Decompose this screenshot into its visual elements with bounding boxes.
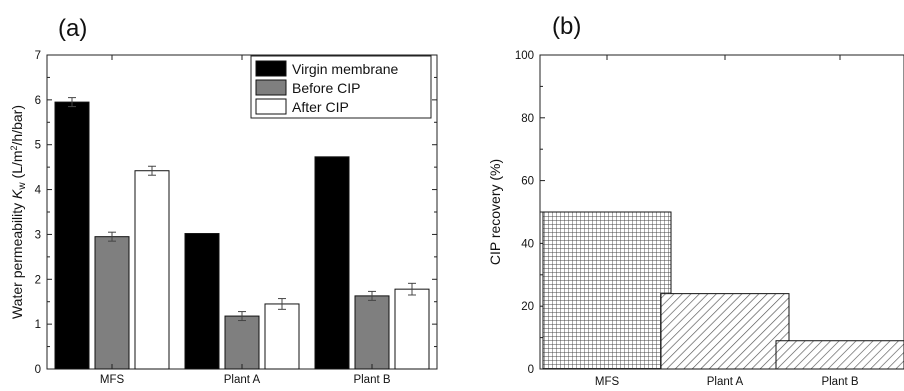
chart-a-y-axis-title: Water permeability Kw (L/m2/h/bar) <box>9 105 28 319</box>
y-tick-label: 3 <box>35 229 41 241</box>
bar <box>394 288 430 370</box>
chart-a-bars <box>54 97 430 370</box>
legend-label: Before CIP <box>292 80 360 96</box>
x-category-label: Plant A <box>707 376 744 388</box>
bar <box>134 170 170 370</box>
chart-a-x-axis: MFS Plant A Plant B <box>100 55 391 386</box>
y-title-unit-post: /h/bar) <box>9 105 25 145</box>
chart-a-legend: Virgin membrane Before CIP After CIP <box>250 55 432 119</box>
bar <box>94 236 130 370</box>
bar <box>660 293 790 370</box>
legend-swatch <box>255 60 287 77</box>
legend-swatch <box>255 79 287 96</box>
x-category-label: MFS <box>595 376 620 388</box>
x-category-label: Plant A <box>224 374 261 386</box>
x-category-label: Plant B <box>821 376 858 388</box>
y-tick-label: 0 <box>35 364 41 376</box>
chart-b-bars <box>542 211 904 370</box>
legend-swatch <box>255 98 287 115</box>
bar <box>224 315 260 370</box>
y-tick-label: 1 <box>35 319 41 331</box>
y-tick-label: 5 <box>35 140 41 152</box>
y-tick-label: 80 <box>521 113 534 125</box>
chart-b: (b) 0 20 40 60 80 100 MFS Plant A Plant B CIP r… <box>487 13 904 388</box>
y-tick-label: 2 <box>35 274 41 286</box>
y-title-sup: 2 <box>9 145 19 150</box>
y-tick-label: 6 <box>35 95 41 107</box>
bar <box>264 303 300 370</box>
bar <box>542 211 672 370</box>
panel-label-a: (a) <box>58 15 87 42</box>
y-tick-label: 0 <box>528 364 534 376</box>
legend-label: Virgin membrane <box>292 61 399 77</box>
bar <box>775 340 904 370</box>
chart-a: (a) 0 1 2 3 4 5 6 7 MFS Plant A Plant B Water per… <box>9 15 438 386</box>
y-tick-label: 7 <box>35 50 41 62</box>
y-tick-label: 20 <box>521 301 534 313</box>
y-tick-label: 100 <box>515 50 534 62</box>
y-tick-label: 4 <box>35 185 42 197</box>
chart-b-y-axis: 0 20 40 60 80 100 <box>515 50 545 376</box>
legend-label: After CIP <box>292 99 349 115</box>
x-category-label: Plant B <box>353 374 390 386</box>
chart-a-y-axis: 0 1 2 3 4 5 6 7 <box>35 50 437 376</box>
y-title-base: Water permeability <box>9 199 25 319</box>
panel-label-b: (b) <box>552 13 581 40</box>
bar <box>354 295 390 370</box>
y-tick-label: 40 <box>521 238 534 250</box>
bar <box>314 156 350 370</box>
chart-b-y-axis-title: CIP recovery (%) <box>487 159 503 265</box>
bar <box>54 101 90 370</box>
x-category-label: MFS <box>100 374 125 386</box>
y-title-italic: K <box>9 189 25 199</box>
chart-b-x-axis: MFS Plant A Plant B <box>595 55 859 388</box>
y-tick-label: 60 <box>521 176 534 188</box>
y-title-sub: w <box>17 182 28 191</box>
y-title-unit-pre: (L/m <box>9 150 25 182</box>
bar <box>184 233 220 370</box>
